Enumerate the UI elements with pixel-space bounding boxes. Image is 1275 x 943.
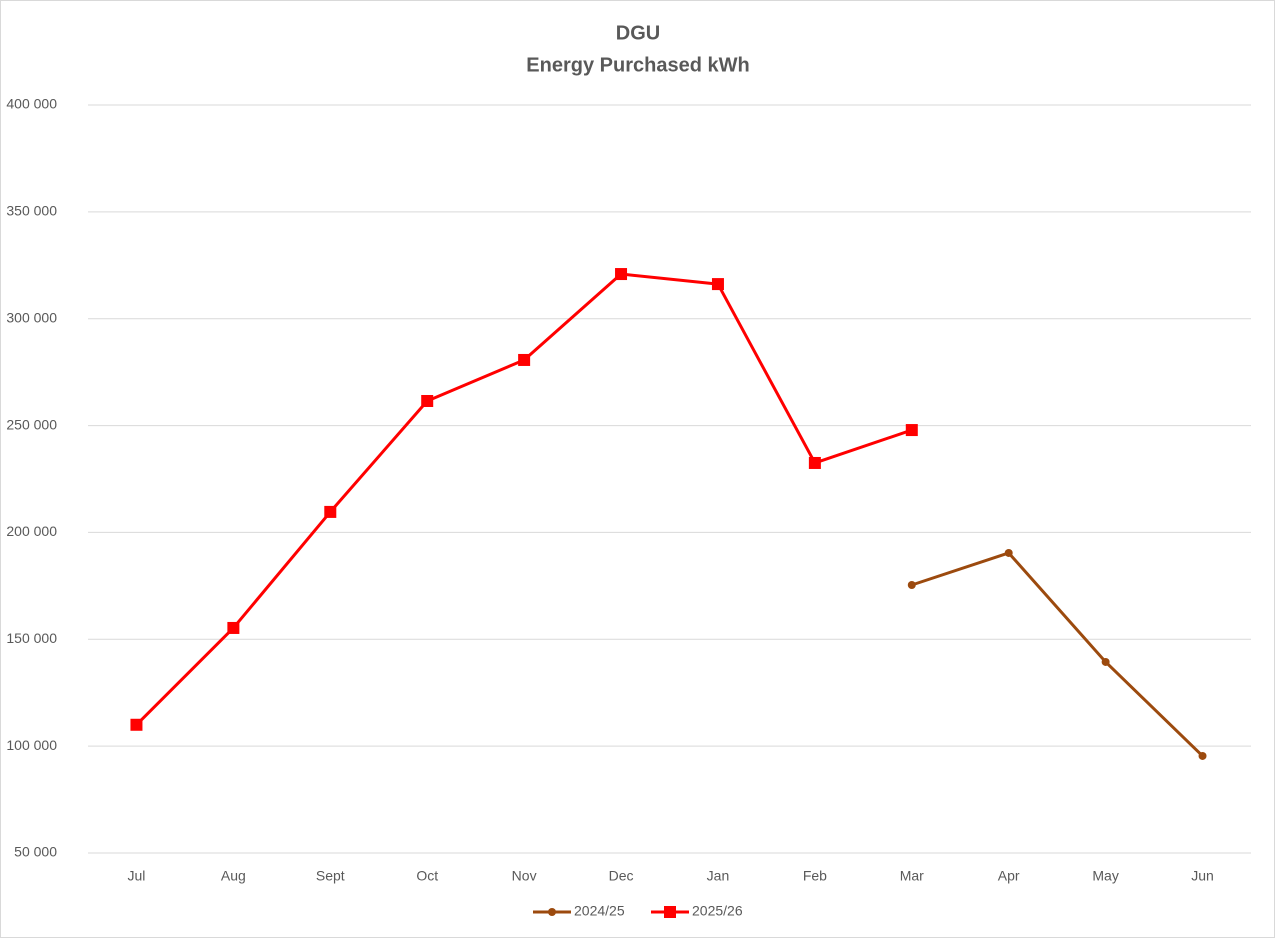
x-tick-label: Dec bbox=[609, 868, 634, 884]
y-tick-label: 200 000 bbox=[6, 523, 57, 539]
data-point bbox=[1198, 751, 1207, 760]
data-point bbox=[1101, 657, 1110, 666]
chart-subtitle: Energy Purchased kWh bbox=[526, 54, 749, 76]
y-tick-label: 100 000 bbox=[6, 737, 57, 753]
data-point bbox=[421, 394, 434, 407]
y-tick-label: 150 000 bbox=[6, 630, 57, 646]
x-tick-label: Jun bbox=[1191, 868, 1214, 884]
data-point bbox=[227, 621, 240, 634]
legend-marker bbox=[548, 908, 556, 916]
data-point bbox=[324, 505, 337, 518]
y-tick-label: 350 000 bbox=[6, 203, 57, 219]
x-tick-label: Sept bbox=[316, 868, 345, 884]
legend-label: 2024/25 bbox=[574, 903, 625, 919]
x-tick-label: Nov bbox=[512, 868, 537, 884]
x-tick-label: Jul bbox=[128, 868, 146, 884]
data-point bbox=[907, 581, 916, 590]
series-line bbox=[911, 551, 1204, 758]
data-point bbox=[615, 268, 628, 281]
data-point bbox=[711, 278, 724, 291]
x-tick-label: Oct bbox=[416, 868, 438, 884]
y-tick-label: 50 000 bbox=[14, 844, 57, 860]
x-tick-label: Feb bbox=[803, 868, 827, 884]
y-tick-label: 250 000 bbox=[6, 416, 57, 432]
x-tick-label: Aug bbox=[221, 868, 246, 884]
legend-label: 2025/26 bbox=[692, 903, 743, 919]
data-point bbox=[130, 718, 143, 731]
x-tick-label: Mar bbox=[900, 868, 924, 884]
y-tick-label: 300 000 bbox=[6, 309, 57, 325]
x-tick-label: Jan bbox=[707, 868, 730, 884]
data-point bbox=[808, 456, 821, 469]
data-point bbox=[518, 353, 531, 366]
chart-title: DGU bbox=[616, 22, 660, 44]
legend-marker bbox=[664, 906, 676, 918]
x-tick-label: May bbox=[1092, 868, 1118, 884]
x-tick-label: Apr bbox=[998, 868, 1020, 884]
data-point bbox=[1004, 548, 1013, 557]
data-point bbox=[905, 424, 918, 437]
y-tick-label: 400 000 bbox=[6, 96, 57, 112]
